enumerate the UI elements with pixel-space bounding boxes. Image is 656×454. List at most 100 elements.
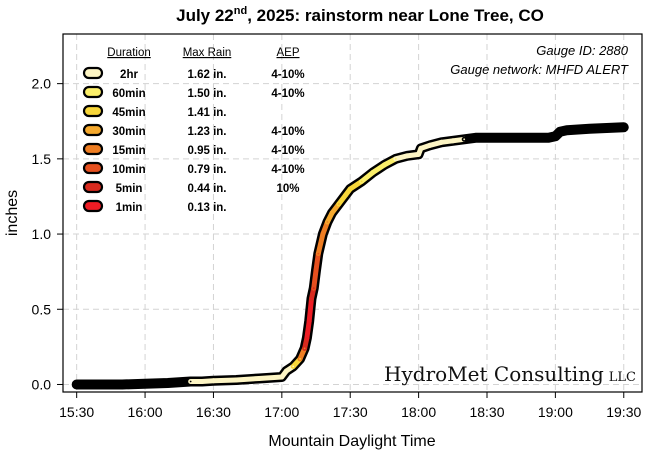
x-tick-label: 19:00 — [538, 404, 573, 420]
series-segment — [142, 380, 171, 387]
legend-aep: 4-10% — [271, 145, 304, 157]
series-segment — [304, 318, 312, 341]
x-tick-label: 18:00 — [401, 404, 436, 420]
data-point — [235, 379, 238, 381]
legend-max-rain: 1.50 in. — [188, 88, 227, 100]
legend-swatch — [82, 180, 104, 194]
data-point — [531, 136, 534, 139]
data-point — [306, 336, 308, 339]
series-segment — [564, 126, 593, 133]
legend-duration: 5min — [116, 183, 143, 195]
legend-duration: 1min — [116, 202, 143, 214]
y-axis-label: inches — [4, 190, 21, 236]
x-tick-label: 17:00 — [264, 404, 299, 420]
legend-aep: 4-10% — [271, 164, 304, 176]
x-axis: 15:30 16:00 16:30 17:00 17:30 18:00 18:30 19:00… — [59, 392, 641, 420]
brand-name: HydroMet Consulting — [384, 362, 604, 386]
data-point — [337, 203, 340, 205]
data-point — [331, 212, 333, 214]
data-point — [75, 383, 78, 386]
y-tick-label: 1.5 — [32, 151, 52, 167]
x-tick-label: 15:30 — [59, 404, 94, 420]
y-tick-label: 2.0 — [32, 76, 52, 92]
chart-title: July 22nd, 2025: rainstorm near Lone Tre… — [176, 5, 544, 25]
legend: Duration Max Rain AEP 2hr 1.62 in. 4-10% 60… — [82, 47, 305, 214]
data-point — [280, 376, 283, 378]
data-point — [508, 136, 511, 139]
series-segment — [119, 381, 148, 387]
brand-logo: HydroMet Consulting LLC — [384, 362, 636, 386]
legend-duration: 45min — [112, 107, 145, 119]
legend-max-rain: 0.13 in. — [188, 202, 227, 214]
legend-swatch — [82, 123, 104, 137]
data-point — [292, 365, 295, 368]
y-tick-label: 0.0 — [32, 376, 52, 392]
legend-aep: 4-10% — [271, 88, 304, 100]
data-point — [474, 136, 477, 139]
grid-lines — [63, 34, 642, 392]
y-tick-label: 0.5 — [32, 301, 52, 317]
data-point — [258, 377, 260, 380]
data-point — [559, 130, 561, 133]
legend-aep: 4-10% — [271, 69, 304, 81]
data-point — [383, 163, 386, 166]
data-point — [360, 180, 363, 183]
legend-max-rain: 0.95 in. — [188, 145, 227, 157]
data-point — [315, 269, 317, 272]
series-segment — [233, 375, 262, 383]
data-point — [622, 126, 625, 129]
x-tick-label: 16:30 — [196, 404, 231, 420]
legend-max-rain: 1.62 in. — [188, 69, 227, 81]
legend-header-max-rain: Max Rain — [183, 47, 232, 59]
legend-swatch — [82, 85, 104, 99]
data-point — [394, 157, 397, 160]
data-point — [310, 297, 313, 300]
data-point — [121, 383, 124, 386]
data-point — [372, 171, 374, 174]
legend-aep: 4-10% — [271, 126, 304, 138]
data-point — [417, 153, 420, 156]
data-point — [451, 139, 454, 142]
data-point — [317, 252, 320, 255]
data-point — [588, 127, 591, 130]
legend-aep: 10% — [276, 183, 299, 195]
legend-duration: 15min — [112, 145, 145, 157]
data-point — [554, 135, 557, 138]
series-segment — [311, 267, 319, 291]
data-point — [429, 144, 431, 147]
data-point — [406, 154, 409, 157]
y-tick-label: 1.0 — [32, 226, 52, 242]
data-point — [98, 383, 101, 386]
legend-header-duration: Duration — [107, 47, 150, 59]
x-tick-label: 19:30 — [606, 404, 641, 420]
data-point — [486, 136, 488, 139]
legend-header-aep: AEP — [276, 47, 299, 59]
x-tick-label: 17:30 — [333, 404, 368, 420]
series-segment — [306, 296, 314, 324]
legend-swatch — [82, 66, 104, 80]
series-segment — [210, 377, 239, 384]
series-segment — [256, 374, 285, 381]
data-point — [321, 233, 324, 235]
legend-max-rain: 0.44 in. — [188, 183, 227, 195]
data-point — [299, 358, 301, 360]
legend-swatch — [82, 199, 104, 213]
data-point — [565, 129, 568, 132]
legend-duration: 60min — [112, 88, 145, 100]
gauge-network: Gauge network: MHFD ALERT — [450, 62, 629, 77]
data-point — [440, 141, 443, 144]
series-segment — [587, 124, 627, 132]
y-axis: 0.0 0.5 1.0 1.5 2.0 — [32, 76, 63, 392]
data-point — [303, 347, 306, 350]
data-point — [201, 380, 203, 383]
legend-max-rain: 1.23 in. — [188, 126, 227, 138]
data-point — [326, 221, 329, 223]
data-point — [312, 287, 315, 290]
data-point — [166, 382, 169, 384]
data-point — [344, 194, 347, 196]
series-segment — [313, 251, 321, 273]
data-point — [419, 147, 422, 150]
series-segment — [165, 378, 194, 386]
title-part-rest: , 2025: rainstorm near Lone Tree, CO — [247, 6, 544, 25]
